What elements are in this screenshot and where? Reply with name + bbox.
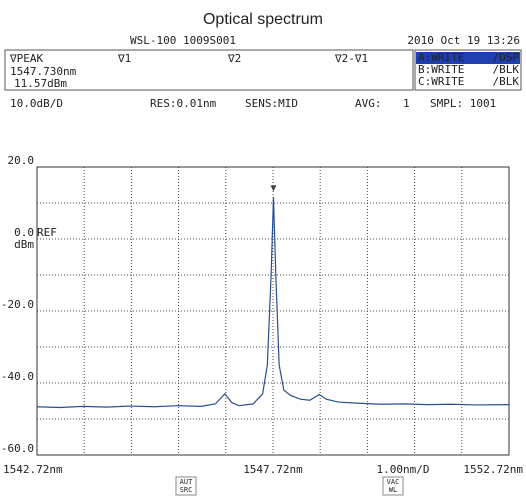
peak-marker (270, 185, 277, 192)
setting: SMPL: 1001 (430, 97, 496, 110)
setting: 10.0dB/D (10, 97, 63, 110)
marker-label: ∇1 (117, 52, 131, 65)
softkey-text: WL (389, 486, 397, 494)
trace-name: A:WRITE (418, 51, 464, 64)
marker-level: 11.57dBm (14, 77, 67, 90)
marker-label: ∇2 (227, 52, 241, 65)
trace-highlight (416, 52, 520, 64)
setting: RES:0.01nm (150, 97, 217, 110)
marker-label: ∇PEAK (9, 52, 43, 65)
trace-name: C:WRITE (418, 75, 464, 88)
x-tick-label: 1542.72nm (3, 463, 63, 476)
softkey-text: AUT (180, 478, 193, 486)
trace-box (414, 49, 522, 91)
x-scale-label: 1.00nm/D (377, 463, 430, 476)
setting: AVG: (355, 97, 382, 110)
trace-name: B:WRITE (418, 63, 464, 76)
y-tick-label: -60.0 (1, 442, 34, 455)
marker-label: ∇2-∇1 (334, 52, 368, 65)
trace-mode: /BLK (493, 63, 520, 76)
y-tick-label: 0.0 (14, 226, 34, 239)
datetime: 2010 Oct 19 13:26 (407, 34, 520, 47)
setting: SENS:MID (245, 97, 298, 110)
softkey-text: SRC (180, 486, 193, 494)
softkey-text: VAC (387, 478, 400, 486)
marker-wavelength: 1547.730nm (10, 65, 77, 78)
y-tick-label: 20.0 (8, 154, 35, 167)
y-tick-label: -40.0 (1, 370, 34, 383)
softkey (175, 476, 197, 496)
chart-title: Optical spectrum (203, 11, 323, 28)
setting: 1 (403, 97, 410, 110)
softkey (382, 476, 404, 496)
spectrum-line (36, 197, 510, 409)
y-tick-label: -20.0 (1, 298, 34, 311)
ref-label: REF (37, 226, 57, 239)
y-unit: dBm (14, 238, 34, 251)
instrument: WSL-100 1009S001 (130, 34, 236, 47)
x-tick-label: 1547.72nm (243, 463, 303, 476)
trace-mode: /BLK (493, 75, 520, 88)
x-tick-label: 1552.72nm (463, 463, 523, 476)
trace-mode: /DSP (493, 51, 520, 64)
marker-box (4, 49, 414, 91)
